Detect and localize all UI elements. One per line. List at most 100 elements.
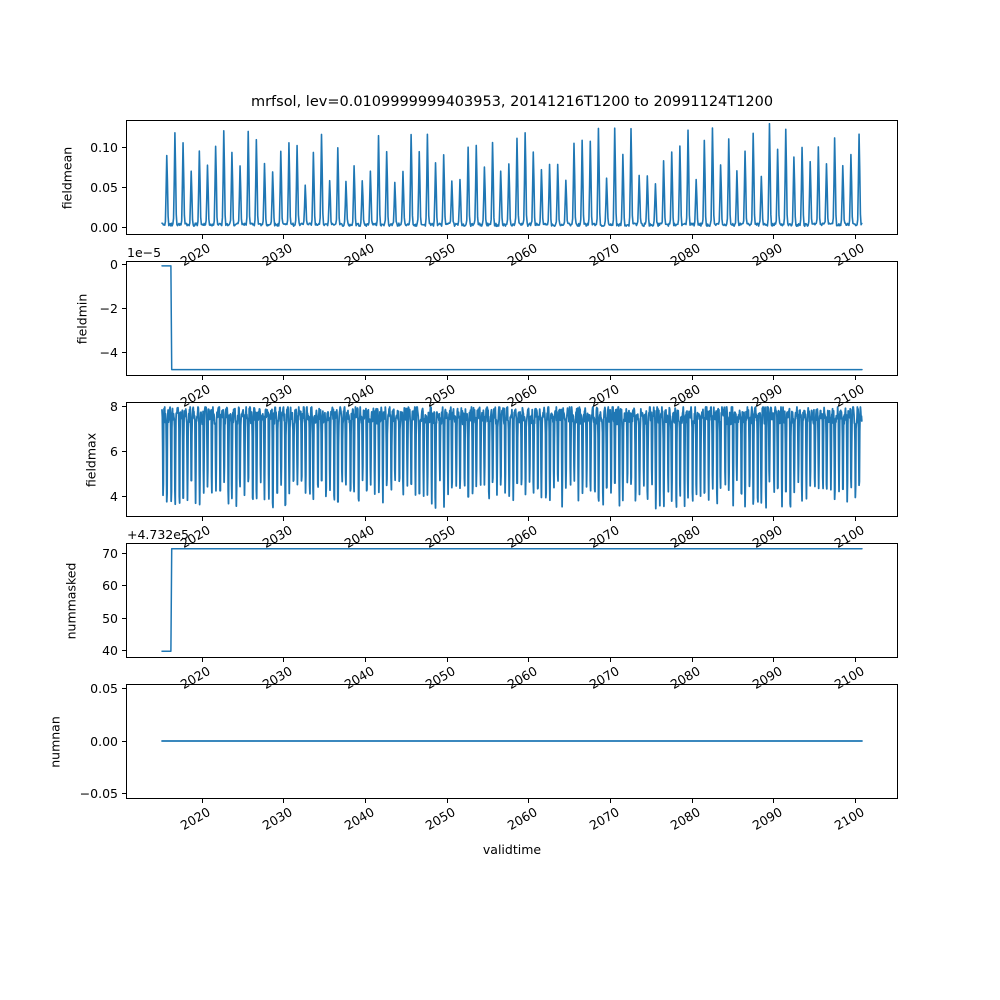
y-axis-offset-text: 1e−5 — [127, 245, 162, 260]
x-tick-mark — [446, 235, 448, 239]
y-tick-label-numnan: 0.05 — [90, 681, 118, 697]
y-tick-mark — [122, 585, 126, 587]
x-tick-mark — [365, 235, 367, 239]
y-axis-label-fieldmin: fieldmin — [74, 293, 90, 344]
x-tick-label: 2070 — [586, 804, 622, 834]
subplot-numnan — [126, 684, 898, 799]
y-tick-mark — [122, 227, 126, 229]
y-tick-label-nummasked: 50 — [102, 610, 118, 626]
y-tick-label-fieldmin: −4 — [99, 345, 118, 361]
fieldmin-line-plot — [161, 265, 863, 371]
y-tick-mark — [122, 264, 126, 266]
y-tick-mark — [122, 405, 126, 407]
x-tick-mark — [855, 235, 857, 239]
subplot-fieldmean — [126, 120, 898, 235]
x-tick-mark — [691, 658, 693, 662]
x-tick-mark — [691, 235, 693, 239]
x-tick-mark — [446, 799, 448, 803]
x-tick-mark — [528, 799, 530, 803]
nummasked-series-line — [161, 548, 863, 652]
y-tick-label-fieldmean: 0.05 — [90, 180, 118, 196]
fieldmax-series-line — [161, 406, 863, 510]
x-tick-mark — [528, 517, 530, 521]
y-tick-mark — [122, 617, 126, 619]
fieldmin-series-line — [161, 265, 863, 371]
x-tick-mark — [446, 376, 448, 380]
x-tick-mark — [201, 658, 203, 662]
y-tick-label-numnan: 0.00 — [90, 733, 118, 749]
x-tick-mark — [773, 658, 775, 662]
x-tick-mark — [855, 376, 857, 380]
x-tick-label: 2090 — [749, 804, 785, 834]
x-tick-mark — [283, 799, 285, 803]
x-tick-mark — [365, 799, 367, 803]
x-tick-label: 2100 — [831, 804, 867, 834]
y-tick-label-fieldmax: 4 — [110, 488, 118, 504]
nummasked-line-plot — [161, 548, 863, 652]
x-tick-mark — [528, 658, 530, 662]
x-tick-mark — [365, 376, 367, 380]
x-tick-mark — [365, 658, 367, 662]
x-tick-mark — [691, 376, 693, 380]
y-axis-label-nummasked: nummasked — [63, 562, 79, 639]
x-tick-mark — [691, 799, 693, 803]
subplot-nummasked — [126, 543, 898, 658]
x-tick-label: 2050 — [423, 804, 459, 834]
y-axis-offset-text: +4.732e5 — [127, 527, 189, 542]
y-tick-mark — [122, 740, 126, 742]
fieldmean-series-line — [161, 122, 863, 228]
x-tick-mark — [201, 235, 203, 239]
y-axis-label-numnan: numnan — [47, 715, 63, 768]
y-tick-label-nummasked: 60 — [102, 578, 118, 594]
x-tick-mark — [855, 658, 857, 662]
x-tick-mark — [610, 658, 612, 662]
x-tick-mark — [446, 517, 448, 521]
x-tick-mark — [365, 517, 367, 521]
y-tick-label-fieldmax: 8 — [110, 398, 118, 414]
fieldmax-line-plot — [161, 406, 863, 510]
x-tick-label: 2060 — [504, 804, 540, 834]
x-tick-label: 2080 — [668, 804, 704, 834]
x-tick-mark — [283, 658, 285, 662]
x-axis-label: validtime — [482, 842, 542, 857]
subplot-fieldmax — [126, 402, 898, 517]
fieldmean-line-plot — [161, 122, 863, 228]
x-tick-label: 2040 — [341, 804, 377, 834]
subplot-fieldmin — [126, 261, 898, 376]
x-tick-mark — [773, 235, 775, 239]
x-tick-mark — [691, 517, 693, 521]
x-tick-mark — [773, 517, 775, 521]
x-tick-mark — [201, 517, 203, 521]
x-tick-label: 2030 — [259, 804, 295, 834]
x-tick-mark — [446, 658, 448, 662]
x-tick-mark — [855, 517, 857, 521]
x-tick-mark — [201, 376, 203, 380]
x-tick-mark — [855, 799, 857, 803]
y-tick-label-fieldmean: 0.00 — [90, 220, 118, 236]
x-tick-mark — [528, 235, 530, 239]
x-tick-mark — [283, 517, 285, 521]
y-tick-mark — [122, 352, 126, 354]
y-tick-mark — [122, 552, 126, 554]
x-tick-mark — [773, 376, 775, 380]
x-tick-mark — [283, 376, 285, 380]
y-tick-label-numnan: −0.05 — [79, 786, 118, 802]
y-axis-label-fieldmax: fieldmax — [83, 432, 99, 487]
y-tick-label-fieldmin: 0 — [110, 257, 118, 273]
x-tick-mark — [283, 235, 285, 239]
x-tick-mark — [610, 517, 612, 521]
x-tick-label: 2020 — [178, 804, 214, 834]
y-tick-mark — [122, 688, 126, 690]
numnan-line-plot — [161, 740, 863, 742]
y-tick-mark — [122, 187, 126, 189]
y-tick-mark — [122, 495, 126, 497]
x-tick-mark — [610, 376, 612, 380]
y-tick-mark — [122, 308, 126, 310]
y-tick-label-nummasked: 40 — [102, 643, 118, 659]
x-tick-mark — [773, 799, 775, 803]
y-tick-label-fieldmin: −2 — [99, 301, 118, 317]
x-tick-mark — [610, 235, 612, 239]
chart-title: mrfsol, lev=0.0109999999403953, 20141216… — [250, 94, 774, 110]
y-tick-label-fieldmean: 0.10 — [90, 140, 118, 156]
